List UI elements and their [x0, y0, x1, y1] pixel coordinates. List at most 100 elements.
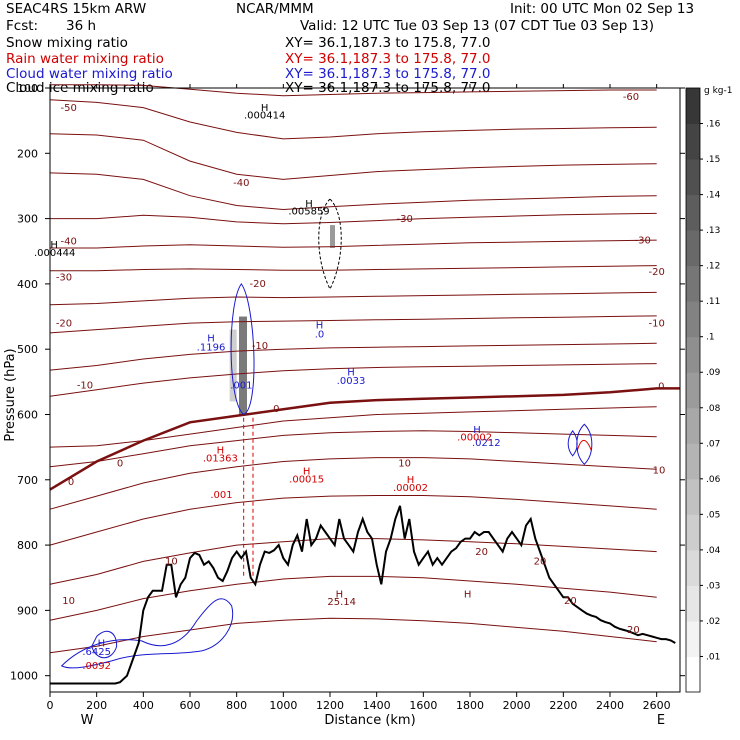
field-max-label: H [207, 333, 215, 344]
field-snow-xy: XY= 36.1,187.3 to 175.8, 77.0 [285, 35, 491, 51]
isotherm-line [50, 265, 657, 272]
isotherm-value-label: 20 [627, 625, 640, 636]
center-name: NCAR/MMM [236, 1, 314, 17]
cloud-water-contour [91, 630, 118, 659]
isotherm-value-label: -10 [252, 341, 268, 352]
field-max-label: H [464, 589, 472, 600]
field-max-label: .000444 [34, 248, 75, 259]
colorbar-tick-label: .03 [706, 581, 720, 591]
isotherm-line [49, 363, 657, 397]
x-tick-label: 200 [86, 699, 107, 712]
isotherm-line [49, 133, 657, 180]
colorbar-tick-label: .13 [706, 226, 720, 236]
colorbar-segment [686, 336, 700, 373]
isotherm-value-label: -20 [648, 267, 664, 278]
field-max-label: .6425 [82, 647, 111, 658]
colorbar-tick-label: .15 [706, 155, 720, 165]
y-tick-label: 800 [17, 539, 38, 552]
x-tick-label: 1800 [456, 699, 484, 712]
field-max-label: .0033 [337, 376, 366, 387]
colorbar-tick-label: .07 [706, 439, 720, 449]
isotherm-value-label: 20 [534, 557, 547, 568]
y-tick-label: 100 [17, 82, 38, 95]
isotherm-value-label: -50 [60, 103, 76, 114]
y-tick-label: 200 [17, 147, 38, 160]
field-max-label: H [347, 367, 355, 378]
isotherm-value-label: 20 [564, 596, 577, 607]
colorbar-tick-label: .08 [706, 404, 721, 414]
colorbar-segment [686, 443, 700, 480]
field-max-label: .00002 [457, 433, 492, 444]
isotherm-value-label: 0 [273, 404, 279, 415]
field-max-label: .01363 [203, 454, 238, 465]
y-tick-label: 900 [17, 604, 38, 617]
shading-column [330, 225, 335, 248]
field-rain-name: Rain water mixing ratio [6, 51, 164, 67]
field-max-label: H [336, 589, 344, 600]
x-tick-label: 1600 [409, 699, 437, 712]
x-tick-label: 1400 [363, 699, 391, 712]
cloud-water-contours [60, 198, 593, 669]
isotherm-line [49, 406, 657, 448]
colorbar-segment [686, 230, 700, 267]
colorbar-segment [686, 194, 700, 231]
colorbar-segment [686, 514, 700, 551]
isotherm-value-label: -20 [249, 279, 265, 290]
colorbar-segment [686, 549, 700, 586]
y-tick-label: 400 [17, 278, 38, 291]
shading-column [239, 316, 247, 415]
isotherm-line [50, 212, 657, 225]
isotherm-line [49, 291, 657, 306]
field-max-label: .0 [315, 329, 325, 340]
cloud-water-contour [567, 429, 578, 457]
isotherm-contours [49, 84, 680, 654]
isotherm-value-label: 10 [653, 465, 666, 476]
field-max-label: H [473, 425, 481, 436]
x-axis-title: Distance (km) [324, 713, 415, 728]
x-tick-label: 2000 [503, 699, 531, 712]
rain-contour [576, 439, 592, 451]
colorbar-tick-label: .01 [706, 652, 720, 662]
isotherm-value-label: 20 [475, 547, 488, 558]
y-tick-label: 1000 [10, 670, 38, 683]
freezing-level-line [49, 387, 680, 491]
colorbar-segment [686, 123, 700, 160]
isotherm-value-label: -30 [56, 273, 72, 284]
isotherm-value-label: 0 [658, 382, 664, 393]
colorbar-segment [686, 301, 700, 338]
isotherm-line [49, 495, 657, 546]
x-tick-label: 400 [133, 699, 154, 712]
x-tick-label: 1000 [269, 699, 297, 712]
y-tick-label: 600 [17, 408, 38, 421]
valid-time: Valid: 12 UTC Tue 03 Sep 13 (07 CDT Tue … [300, 18, 655, 34]
isotherm-value-label: -30 [396, 214, 412, 225]
colorbar: .01 .02 .03 .04 .05 .06 .07 .08 .09 .1 .11 .12 .13 .1… [685, 87, 721, 693]
field-max-label: H [316, 320, 324, 331]
snow-contour [318, 198, 342, 291]
model-title: SEAC4RS 15km ARW [6, 1, 147, 17]
isotherm-line [49, 457, 657, 510]
colorbar-tick-label: .1 [706, 333, 715, 343]
isotherm-value-label: -60 [623, 92, 639, 103]
colorbar-tick-label: .05 [706, 510, 720, 520]
colorbar-tick-label: .02 [706, 617, 720, 627]
x-tick-label: 1200 [316, 699, 344, 712]
init-time: Init: 00 UTC Mon 02 Sep 13 [510, 1, 695, 17]
colorbar-tick-label: .04 [706, 546, 721, 556]
isotherm-value-label: -40 [233, 178, 249, 189]
isotherm-line [49, 172, 657, 211]
isotherm-line [50, 84, 657, 97]
colorbar-segment [686, 407, 700, 444]
field-cloudwater-name: Cloud water mixing ratio [6, 66, 173, 82]
fcst-label: Fcst: [6, 18, 39, 34]
isotherm-line [49, 315, 657, 334]
colorbar-tick-label: .16 [706, 120, 721, 130]
field-max-label: .000414 [244, 111, 285, 122]
x-tick-label: 2400 [596, 699, 624, 712]
colorbar-tick-label: .11 [706, 297, 720, 307]
field-max-label: H [407, 475, 415, 486]
isotherm-value-label: 10 [165, 557, 178, 568]
colorbar-segment [686, 88, 700, 125]
terrain-profile [50, 505, 676, 685]
